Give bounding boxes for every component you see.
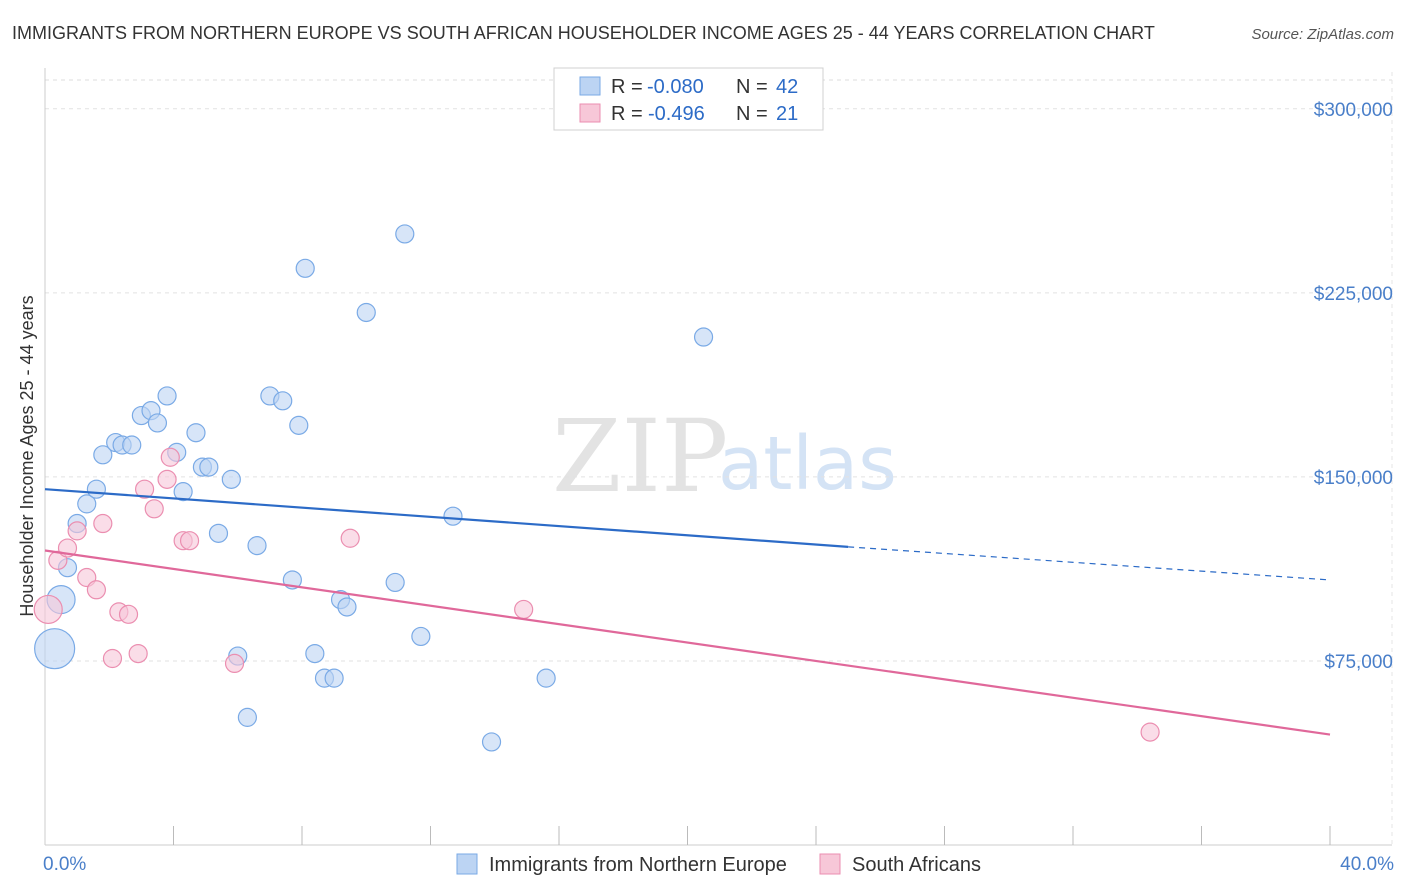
- pink-point-0: [33, 594, 63, 625]
- stats-legend-n-value-1: 42: [776, 76, 798, 98]
- data-series: [33, 224, 1160, 752]
- blue-point-29: [305, 643, 325, 664]
- pink-point-3: [67, 521, 87, 541]
- stats-legend-r-label-2: R =: [611, 103, 643, 125]
- blue-point-19: [208, 523, 229, 543]
- y-axis-label: Householder Income Ages 25 - 44 years: [17, 295, 37, 616]
- trend-line-pink: [44, 549, 1331, 736]
- pink-point-20: [1140, 722, 1160, 742]
- blue-point-35: [385, 572, 405, 593]
- stats-legend-swatch-blue: [579, 76, 601, 96]
- series-1-points: [33, 447, 1160, 742]
- blue-point-12: [147, 413, 168, 433]
- blue-point-23: [247, 536, 267, 556]
- blue-point-31: [324, 668, 344, 688]
- stats-legend-swatch-pink: [579, 103, 601, 123]
- y-tick-label-2: $225,000: [1314, 284, 1393, 305]
- pink-point-17: [224, 653, 245, 674]
- x-tick-labels: 0.0% 40.0%: [43, 854, 1394, 875]
- blue-point-15: [173, 482, 193, 502]
- series-legend: Immigrants from Northern Europe South Af…: [456, 853, 981, 876]
- trend-lines: [44, 488, 1331, 736]
- blue-point-27: [289, 415, 309, 435]
- blue-point-34: [356, 302, 376, 323]
- series-legend-swatch-pink: [819, 853, 841, 875]
- blue-point-28: [295, 258, 315, 278]
- pink-point-9: [118, 604, 139, 624]
- blue-point-13: [157, 386, 177, 406]
- blue-point-0: [34, 628, 76, 670]
- pink-point-6: [93, 513, 113, 534]
- y-tick-label-0: $75,000: [1324, 652, 1393, 673]
- pink-point-7: [102, 648, 123, 669]
- series-legend-label-blue: Immigrants from Northern Europe: [489, 854, 787, 876]
- pink-point-14: [160, 447, 180, 467]
- blue-point-37: [411, 626, 431, 647]
- trend-line-blue: [44, 488, 849, 548]
- trend-line-blue-extrapolated: [848, 546, 1331, 581]
- stats-legend-r-value-2: -0.496: [648, 103, 705, 125]
- blue-point-33: [337, 597, 357, 617]
- series-0-points: [34, 224, 714, 752]
- x-tick-label-0: 0.0%: [43, 854, 86, 875]
- y-tick-labels: $75,000 $150,000 $225,000 $300,000: [1314, 100, 1393, 673]
- y-tick-label-3: $300,000: [1314, 100, 1393, 121]
- blue-point-9: [122, 435, 142, 455]
- chart-source: Source: ZipAtlas.com: [1251, 26, 1394, 43]
- blue-point-41: [693, 327, 714, 347]
- blue-point-18: [199, 457, 219, 477]
- stats-legend-n-value-2: 21: [776, 103, 798, 125]
- series-legend-label-pink: South Africans: [852, 854, 981, 876]
- series-legend-swatch-blue: [456, 853, 478, 875]
- watermark-atlas: atlas: [718, 421, 897, 507]
- blue-point-25: [273, 391, 293, 411]
- pink-point-13: [157, 469, 177, 489]
- watermark-zip: ZIP: [552, 398, 728, 515]
- blue-point-16: [186, 423, 206, 443]
- pink-point-11: [134, 479, 155, 499]
- blue-point-38: [443, 506, 463, 526]
- blue-point-39: [481, 732, 502, 752]
- stats-legend-n-label-1: N =: [736, 76, 768, 98]
- pink-point-5: [86, 580, 107, 600]
- blue-point-5: [86, 479, 107, 499]
- stats-legend: R = -0.080 N = 42 R = -0.496 N = 21: [553, 67, 824, 131]
- chart-title: IMMIGRANTS FROM NORTHERN EUROPE VS SOUTH…: [12, 23, 1155, 43]
- pink-point-12: [144, 499, 164, 519]
- watermark: ZIP atlas: [552, 398, 897, 515]
- pink-point-10: [128, 643, 148, 664]
- blue-point-22: [237, 707, 257, 727]
- x-tick-label-1: 40.0%: [1340, 854, 1394, 875]
- blue-point-40: [536, 668, 556, 688]
- pink-point-19: [514, 599, 534, 620]
- y-tick-label-1: $150,000: [1314, 468, 1393, 489]
- pink-point-18: [340, 528, 360, 548]
- blue-point-4: [77, 494, 97, 514]
- blue-point-36: [395, 224, 415, 244]
- pink-point-16: [179, 531, 200, 551]
- axes: [44, 68, 1392, 846]
- stats-legend-r-label-1: R =: [611, 76, 643, 98]
- blue-point-6: [93, 445, 113, 465]
- blue-point-20: [221, 469, 241, 489]
- stats-legend-r-value-1: -0.080: [647, 76, 704, 98]
- stats-legend-n-label-2: N =: [736, 103, 768, 125]
